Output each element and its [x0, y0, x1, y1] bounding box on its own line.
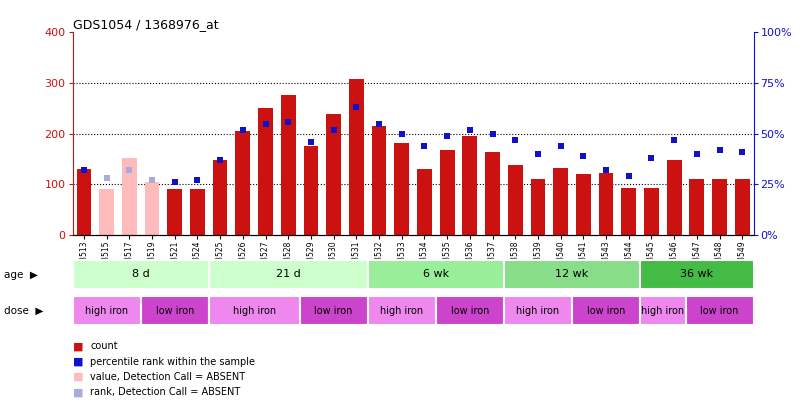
- Bar: [621, 188, 636, 235]
- Bar: [349, 79, 364, 235]
- Bar: [640, 260, 754, 289]
- Bar: [504, 260, 640, 289]
- Bar: [144, 182, 160, 235]
- Bar: [572, 296, 640, 326]
- Text: high iron: high iron: [642, 306, 684, 316]
- Bar: [368, 260, 504, 289]
- Text: 36 wk: 36 wk: [680, 269, 713, 279]
- Bar: [213, 160, 227, 235]
- Bar: [368, 296, 436, 326]
- Bar: [530, 179, 546, 235]
- Text: low iron: low iron: [700, 306, 739, 316]
- Bar: [440, 150, 455, 235]
- Text: percentile rank within the sample: percentile rank within the sample: [90, 357, 256, 367]
- Bar: [640, 296, 685, 326]
- Bar: [436, 296, 504, 326]
- Text: high iron: high iron: [233, 306, 276, 316]
- Bar: [576, 174, 591, 235]
- Bar: [394, 143, 409, 235]
- Bar: [508, 165, 522, 235]
- Text: ■: ■: [73, 372, 83, 382]
- Bar: [504, 296, 572, 326]
- Bar: [463, 136, 477, 235]
- Bar: [209, 260, 368, 289]
- Text: rank, Detection Call = ABSENT: rank, Detection Call = ABSENT: [90, 388, 240, 397]
- Bar: [140, 296, 209, 326]
- Text: low iron: low iron: [314, 306, 353, 316]
- Bar: [190, 190, 205, 235]
- Bar: [685, 296, 754, 326]
- Text: low iron: low iron: [451, 306, 489, 316]
- Text: count: count: [90, 341, 118, 351]
- Bar: [99, 190, 114, 235]
- Text: 8 d: 8 d: [131, 269, 150, 279]
- Text: low iron: low iron: [587, 306, 625, 316]
- Text: ■: ■: [73, 357, 83, 367]
- Bar: [599, 173, 613, 235]
- Bar: [713, 179, 727, 235]
- Bar: [372, 126, 386, 235]
- Text: value, Detection Call = ABSENT: value, Detection Call = ABSENT: [90, 372, 245, 382]
- Text: low iron: low iron: [156, 306, 194, 316]
- Bar: [300, 296, 368, 326]
- Text: high iron: high iron: [380, 306, 423, 316]
- Bar: [485, 152, 500, 235]
- Bar: [122, 158, 137, 235]
- Bar: [235, 131, 250, 235]
- Bar: [280, 95, 296, 235]
- Bar: [209, 296, 300, 326]
- Text: high iron: high iron: [85, 306, 128, 316]
- Text: GDS1054 / 1368976_at: GDS1054 / 1368976_at: [73, 18, 218, 31]
- Text: ■: ■: [73, 388, 83, 397]
- Bar: [304, 146, 318, 235]
- Text: dose  ▶: dose ▶: [4, 306, 44, 316]
- Bar: [73, 296, 140, 326]
- Bar: [644, 188, 659, 235]
- Bar: [258, 108, 273, 235]
- Bar: [735, 179, 750, 235]
- Text: 6 wk: 6 wk: [422, 269, 449, 279]
- Bar: [417, 169, 432, 235]
- Text: 21 d: 21 d: [276, 269, 301, 279]
- Bar: [77, 169, 91, 235]
- Bar: [168, 190, 182, 235]
- Text: 12 wk: 12 wk: [555, 269, 588, 279]
- Text: high iron: high iron: [517, 306, 559, 316]
- Bar: [553, 168, 568, 235]
- Bar: [667, 160, 682, 235]
- Text: ■: ■: [73, 341, 83, 351]
- Bar: [689, 179, 704, 235]
- Text: age  ▶: age ▶: [4, 270, 38, 279]
- Bar: [73, 260, 209, 289]
- Bar: [326, 115, 341, 235]
